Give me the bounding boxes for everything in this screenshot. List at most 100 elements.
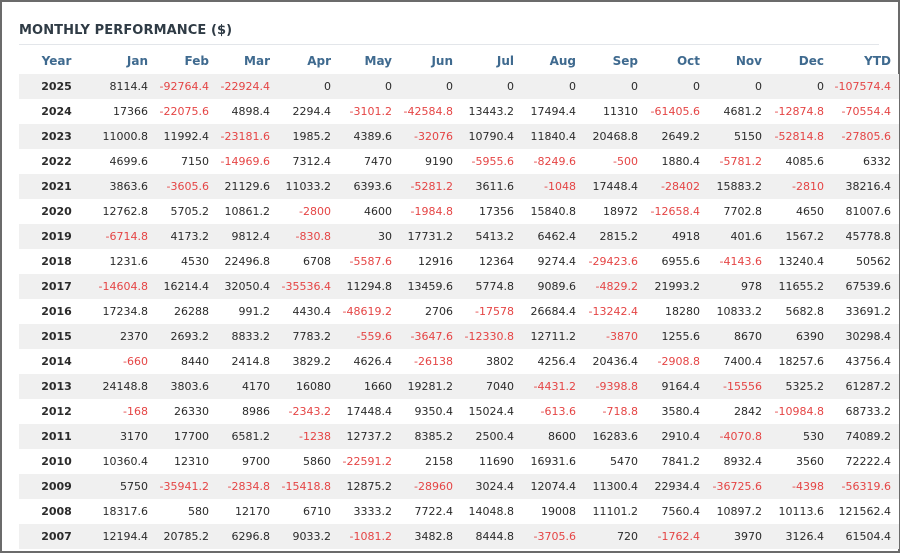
month-value-cell: 3126.4 [770, 524, 832, 549]
month-value-cell: 8114.4 [94, 74, 156, 99]
month-value-cell: -1048 [522, 174, 584, 199]
month-value-cell: 9350.4 [400, 399, 461, 424]
month-value-cell: 26684.4 [522, 299, 584, 324]
month-value-cell: -4431.2 [522, 374, 584, 399]
year-cell: 2010 [19, 449, 94, 474]
table-row: 2025 8114.4 -92764.4 -22924.4 0 0 0 0 0 0 0 0 0 -1075… [19, 74, 899, 99]
month-value-cell: 4173.2 [156, 224, 217, 249]
month-value-cell: 3970 [708, 524, 770, 549]
month-value-cell: 5470 [584, 449, 646, 474]
month-value-cell: 17366 [94, 99, 156, 124]
month-value-cell: 12916 [400, 249, 461, 274]
month-value-cell: -613.6 [522, 399, 584, 424]
month-value-cell: 0 [770, 74, 832, 99]
month-value-cell: 26288 [156, 299, 217, 324]
month-value-cell: 11294.8 [339, 274, 400, 299]
month-value-cell: -8249.6 [522, 149, 584, 174]
month-value-cell: 6710 [278, 499, 339, 524]
month-value-cell: -4070.8 [708, 424, 770, 449]
ytd-cell: 43756.4 [832, 349, 899, 374]
month-value-cell: 4626.4 [339, 349, 400, 374]
month-value-cell: 6462.4 [522, 224, 584, 249]
month-value-cell: -12658.4 [646, 199, 708, 224]
table-row: 2008 18317.6 580 12170 6710 3333.2 7722.4 14048… [19, 499, 899, 524]
month-value-cell: 2910.4 [646, 424, 708, 449]
month-value-cell: 7841.2 [646, 449, 708, 474]
month-value-cell: 7400.4 [708, 349, 770, 374]
month-value-cell: 8932.4 [708, 449, 770, 474]
month-value-cell: 8440 [156, 349, 217, 374]
month-value-cell: 1660 [339, 374, 400, 399]
year-cell: 2021 [19, 174, 94, 199]
ytd-cell: 72222.4 [832, 449, 899, 474]
month-value-cell: 0 [584, 74, 646, 99]
month-value-cell: 8600 [522, 424, 584, 449]
month-value-cell: 12310 [156, 449, 217, 474]
month-value-cell: 6393.6 [339, 174, 400, 199]
month-value-cell: -14604.8 [94, 274, 156, 299]
year-cell: 2017 [19, 274, 94, 299]
year-cell: 2018 [19, 249, 94, 274]
year-cell: 2022 [19, 149, 94, 174]
month-value-cell: 5150 [708, 124, 770, 149]
month-value-cell: 4256.4 [522, 349, 584, 374]
month-value-cell: 0 [461, 74, 522, 99]
month-value-cell: -10984.8 [770, 399, 832, 424]
table-row: 2020 12762.8 5705.2 10861.2 -2800 4600 -1984.8… [19, 199, 899, 224]
month-value-cell: 401.6 [708, 224, 770, 249]
month-value-cell: 22934.4 [646, 474, 708, 499]
month-value-cell: -2800 [278, 199, 339, 224]
column-header-oct: Oct [676, 53, 700, 68]
year-cell: 2014 [19, 349, 94, 374]
month-value-cell: 2294.4 [278, 99, 339, 124]
month-value-cell: 2842 [708, 399, 770, 424]
month-value-cell: 2500.4 [461, 424, 522, 449]
month-value-cell: 4898.4 [217, 99, 278, 124]
month-value-cell: 3802 [461, 349, 522, 374]
ytd-cell: 38216.4 [832, 174, 899, 199]
month-value-cell: 17234.8 [94, 299, 156, 324]
year-cell: 2007 [19, 524, 94, 549]
month-value-cell: 1255.6 [646, 324, 708, 349]
month-value-cell: -3705.6 [522, 524, 584, 549]
month-value-cell: 720 [584, 524, 646, 549]
month-value-cell: -5281.2 [400, 174, 461, 199]
month-value-cell: 7150 [156, 149, 217, 174]
month-value-cell: -4829.2 [584, 274, 646, 299]
month-value-cell: -15556 [708, 374, 770, 399]
month-value-cell: -718.8 [584, 399, 646, 424]
month-value-cell: 4085.6 [770, 149, 832, 174]
month-value-cell: 9033.2 [278, 524, 339, 549]
month-value-cell: 11655.2 [770, 274, 832, 299]
ytd-cell: 67539.6 [832, 274, 899, 299]
month-value-cell: 13459.6 [400, 274, 461, 299]
month-value-cell: 15024.4 [461, 399, 522, 424]
month-value-cell: 0 [400, 74, 461, 99]
month-value-cell: 30 [339, 224, 400, 249]
year-cell: 2016 [19, 299, 94, 324]
column-header-year: Year [41, 53, 72, 68]
ytd-cell: -70554.4 [832, 99, 899, 124]
month-value-cell: 17448.4 [339, 399, 400, 424]
month-value-cell: 9164.4 [646, 374, 708, 399]
month-value-cell: -28960 [400, 474, 461, 499]
month-value-cell: 6390 [770, 324, 832, 349]
month-value-cell: 10861.2 [217, 199, 278, 224]
month-value-cell: 2693.2 [156, 324, 217, 349]
month-value-cell: 7470 [339, 149, 400, 174]
month-value-cell: 6296.8 [217, 524, 278, 549]
month-value-cell: 24148.8 [94, 374, 156, 399]
month-value-cell: 18257.6 [770, 349, 832, 374]
month-value-cell: 10360.4 [94, 449, 156, 474]
month-value-cell: 3863.6 [94, 174, 156, 199]
month-value-cell: 3333.2 [339, 499, 400, 524]
month-value-cell: 11101.2 [584, 499, 646, 524]
table-row: 2022 4699.6 7150 -14969.6 7312.4 7470 9190 -595… [19, 149, 899, 174]
month-value-cell: -48619.2 [339, 299, 400, 324]
month-value-cell: 10113.6 [770, 499, 832, 524]
ytd-cell: 61504.4 [832, 524, 899, 549]
table-row: 2012 -168 26330 8986 -2343.2 17448.4 9350.4 150… [19, 399, 899, 424]
month-value-cell: 4530 [156, 249, 217, 274]
table-row: 2023 11000.8 11992.4 -23181.6 1985.2 4389.6 -3… [19, 124, 899, 149]
month-value-cell: 15883.2 [708, 174, 770, 199]
